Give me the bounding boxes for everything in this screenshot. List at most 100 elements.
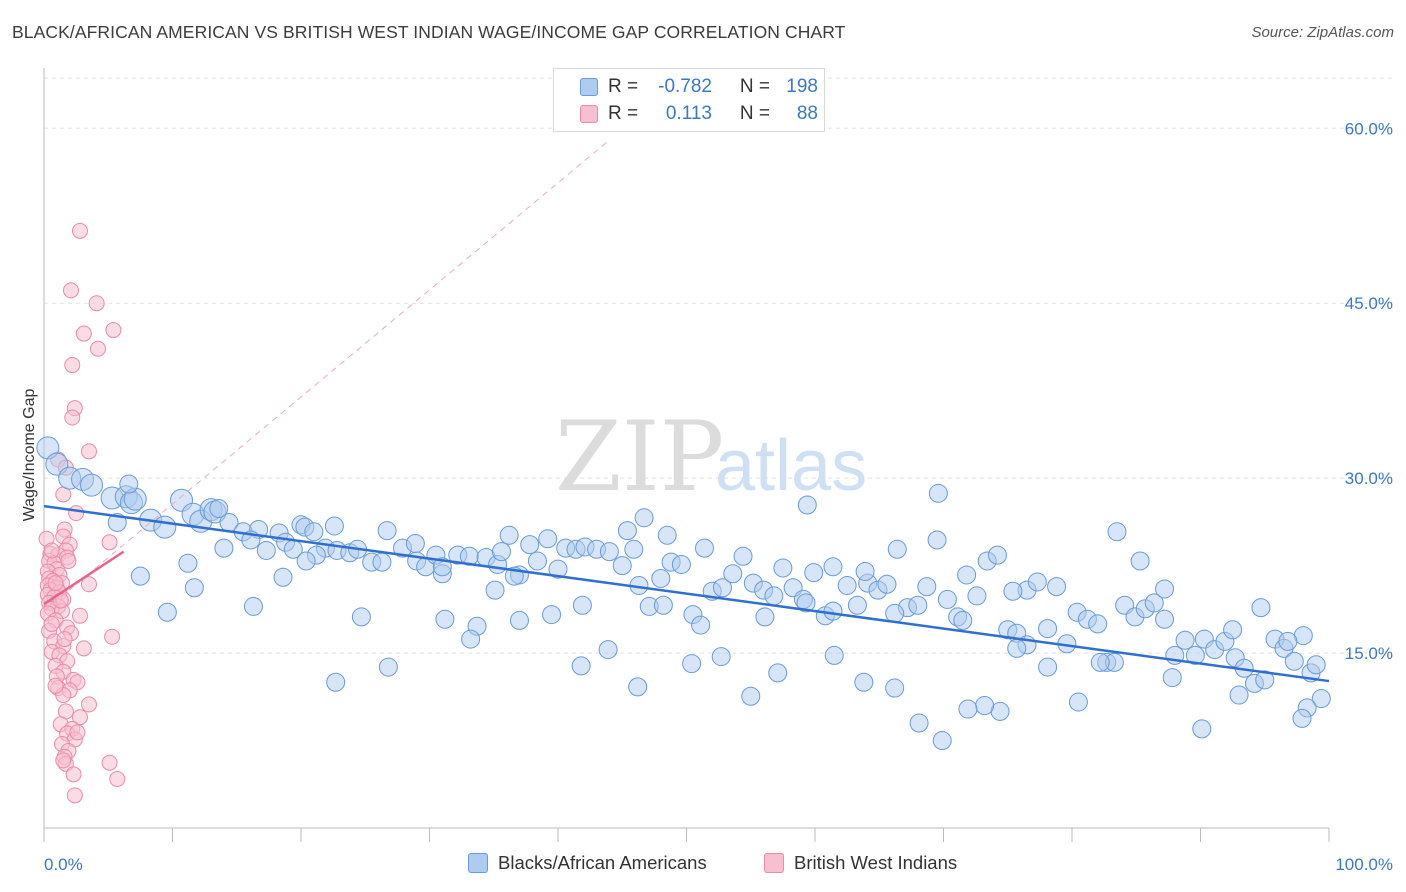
- legend-r-value: 0.113: [665, 103, 712, 124]
- bwi-point: [71, 709, 88, 726]
- blacks-point: [1047, 577, 1067, 597]
- blacks-point: [296, 551, 316, 571]
- blacks-point: [351, 607, 371, 627]
- blacks-point: [1255, 670, 1275, 690]
- blacks-point: [909, 713, 929, 733]
- blacks-point: [823, 601, 843, 621]
- blacks-point: [1185, 645, 1205, 665]
- legend-swatch-blue: [580, 78, 598, 96]
- blacks-point: [1088, 614, 1108, 634]
- blacks-point: [804, 563, 824, 583]
- bwi-point: [71, 607, 88, 624]
- blacks-point: [435, 609, 455, 629]
- x-tick-label: 0.0%: [44, 855, 83, 874]
- bwi-point: [80, 576, 97, 593]
- bwi-point: [104, 628, 121, 645]
- bwi-point: [62, 282, 79, 299]
- bwi-point: [80, 443, 97, 460]
- legend-item-bwi[interactable]: British West Indians: [764, 852, 957, 874]
- blacks-point: [628, 677, 648, 697]
- blacks-point: [491, 542, 511, 562]
- blacks-point: [932, 731, 952, 751]
- blacks-point: [917, 577, 937, 597]
- legend-r-value: -0.782: [658, 76, 712, 97]
- blacks-point: [908, 595, 928, 615]
- y-tick-label: 15.0%: [1345, 644, 1393, 663]
- blacks-point: [1144, 593, 1164, 613]
- blacks-point: [671, 554, 691, 574]
- trend-lines: [43, 139, 1330, 683]
- blacks-point: [509, 610, 529, 630]
- legend-item-blacks[interactable]: Blacks/African Americans: [468, 852, 707, 874]
- blacks-point: [723, 564, 743, 584]
- legend-n-value: 88: [796, 103, 818, 124]
- blacks-point: [1175, 630, 1195, 650]
- bwi-point: [47, 677, 64, 694]
- y-axis-label: Wage/Income Gap: [21, 389, 38, 522]
- blacks-point: [837, 575, 857, 595]
- blacks-point: [877, 574, 897, 594]
- blacks-point: [712, 578, 732, 598]
- blacks-point: [691, 615, 711, 635]
- blacks-point: [324, 516, 344, 536]
- blacks-point: [598, 640, 618, 660]
- blacks-point: [599, 542, 619, 562]
- blacks-point: [1068, 692, 1088, 712]
- blacks-point: [1090, 652, 1110, 672]
- blacks-point: [855, 561, 875, 581]
- legend-swatch-blue: [468, 853, 488, 873]
- bwi-point: [105, 322, 122, 339]
- watermark-atlas: atlas: [715, 426, 867, 506]
- bwi-point: [68, 505, 85, 522]
- blacks-point: [538, 529, 558, 549]
- blacks-point: [854, 672, 874, 692]
- bwi-point: [43, 615, 60, 632]
- blacks-point: [987, 545, 1007, 565]
- blacks-point: [153, 515, 177, 539]
- bwi-trend-line: [43, 550, 125, 606]
- legend-label-blacks: Blacks/African Americans: [498, 852, 707, 873]
- legend-label-bwi: British West Indians: [794, 852, 958, 873]
- blacks-point: [157, 602, 177, 622]
- legend-swatch-pink: [764, 853, 784, 873]
- blacks-point: [624, 539, 644, 559]
- blacks-point: [304, 522, 324, 542]
- bwi-trend-extension: [43, 139, 610, 612]
- blacks-point: [1223, 620, 1243, 640]
- legend-n-label: N =: [739, 76, 770, 97]
- legend-r-label: R =: [608, 103, 639, 124]
- bwi-point: [56, 631, 73, 648]
- bwi-point: [75, 640, 92, 657]
- bwi-point: [101, 754, 118, 771]
- blacks-point: [937, 589, 957, 609]
- bwi-point: [69, 724, 86, 741]
- blacks-point: [957, 565, 977, 585]
- legend-row-bwi: R = 0.113 N = 88: [554, 101, 818, 127]
- blacks-point: [1292, 708, 1312, 728]
- blacks-point: [209, 498, 229, 518]
- blacks-point: [975, 696, 995, 716]
- blacks-point: [768, 663, 788, 683]
- series-legend: Blacks/African Americans British West In…: [0, 852, 1406, 878]
- blacks-point: [485, 580, 505, 600]
- blacks-point: [499, 525, 519, 545]
- blacks-point: [1038, 657, 1058, 677]
- blacks-point: [927, 530, 947, 550]
- blacks-point: [1306, 655, 1326, 675]
- source-label: Source: ZipAtlas.com: [1251, 24, 1394, 41]
- blacks-point: [572, 595, 592, 615]
- blacks-point: [1284, 651, 1304, 671]
- blacks-point: [651, 568, 671, 588]
- blacks-point: [953, 610, 973, 630]
- bwi-point: [75, 325, 92, 342]
- blacks-point: [764, 586, 784, 606]
- blacks-point: [885, 678, 905, 698]
- blacks-point: [755, 607, 775, 627]
- blacks-point: [405, 533, 425, 553]
- blacks-point: [694, 538, 714, 558]
- blacks-point: [634, 508, 654, 528]
- blacks-point: [571, 656, 591, 676]
- blacks-point: [372, 552, 392, 572]
- blacks-point: [1251, 598, 1271, 618]
- blacks-point: [733, 546, 753, 566]
